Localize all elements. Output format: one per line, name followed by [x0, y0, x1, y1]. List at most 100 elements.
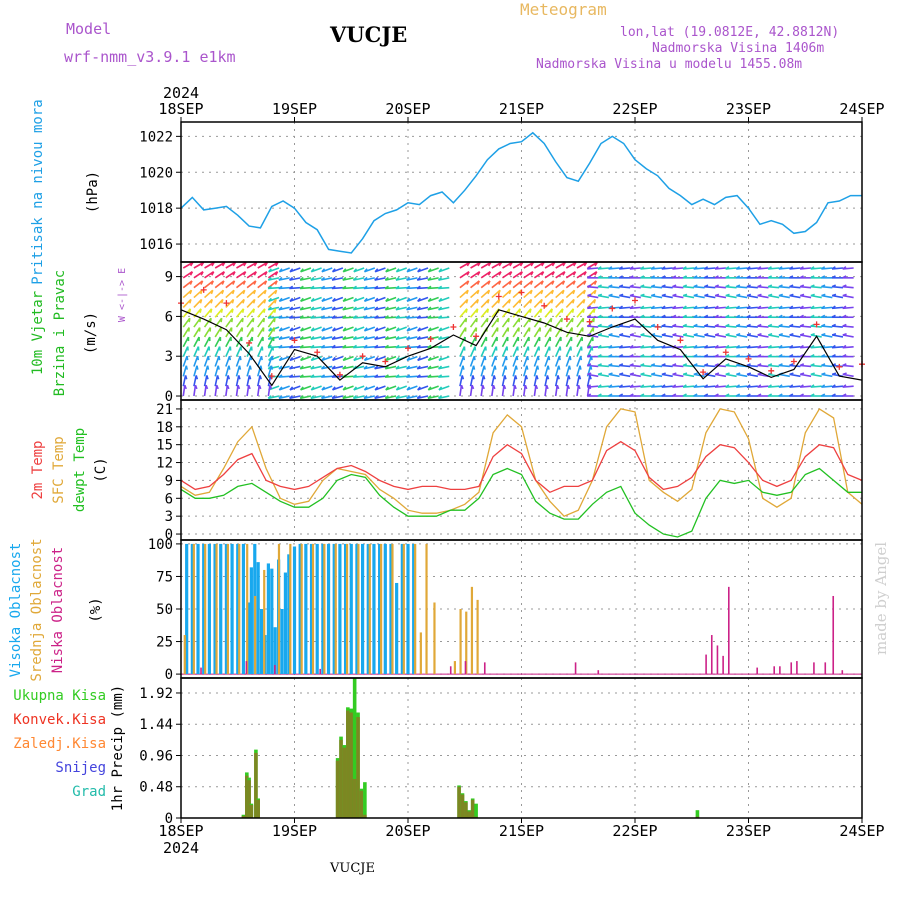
wind-arrow-head [509, 299, 510, 303]
cloud-bar [406, 544, 409, 674]
wind-arrow-head [530, 309, 531, 313]
wind-arrow-head [271, 366, 272, 370]
wind-arrow-head [207, 375, 208, 379]
precip-convective-bar [464, 802, 468, 818]
meteogram-label: Meteogram [520, 0, 607, 19]
cloud-bar [327, 544, 330, 674]
wind-arrow-head [594, 318, 595, 322]
precip-convective-bar [471, 800, 475, 818]
wind-gust-point [768, 368, 774, 374]
wind-arrow-head [464, 356, 465, 360]
wind-arrow-head [190, 309, 191, 313]
x-tick-label-top: 19SEP [272, 100, 317, 118]
wind-arrow-head [477, 299, 478, 303]
cloud-bar [323, 544, 325, 674]
wind-arrow-head [538, 356, 539, 360]
wind-arrow-head [485, 356, 486, 360]
cloud-bar [796, 661, 798, 674]
precip-convective-bar [343, 748, 347, 818]
year-label-top: 2024 [163, 84, 199, 102]
cloud-bar [391, 544, 393, 674]
x-tick-label-top: 20SEP [385, 100, 430, 118]
cloud-bar [278, 544, 280, 674]
wind-arrow-head [253, 309, 254, 313]
wind-arrow-head [541, 299, 542, 303]
wind-arrow-head [508, 318, 509, 322]
cloud-bar [274, 665, 276, 674]
cloud-low-legend: Niska Oblacnost [50, 547, 66, 673]
dewpoint-legend: dewpt Temp [72, 428, 88, 512]
cloud-bar [215, 544, 217, 674]
temp-unit-label: (C) [93, 457, 109, 482]
wind-axis-title: 10m Vjetar [30, 291, 46, 375]
x-tick-label-top: 18SEP [158, 100, 203, 118]
wind-arrow-head [275, 299, 276, 303]
wind-gust-point [450, 324, 456, 330]
precip-convective-bar [336, 761, 340, 818]
wind-arrow-head [552, 299, 553, 303]
precip-legend-item: Konvek.Kisa [13, 712, 106, 728]
wind-arrow-head [590, 375, 591, 379]
wind-arrow-head [581, 356, 582, 360]
cloud-bar [705, 655, 707, 675]
cloud-bar [454, 661, 456, 674]
cloud-bar [813, 662, 815, 674]
wind-arrow-head [467, 299, 468, 303]
y-tick-label: 1.92 [139, 686, 173, 702]
cloud-bar [338, 544, 341, 674]
x-tick-label-bottom: 19SEP [272, 822, 317, 840]
wind-arrow-head [547, 375, 548, 379]
wind-arrow-head [579, 375, 580, 379]
cloud-bar [335, 544, 337, 674]
precip-convective-bar [457, 787, 461, 818]
cloud-bar [465, 661, 467, 674]
cloud-bar [301, 544, 303, 674]
x-tick-label-bottom: 24SEP [839, 822, 884, 840]
y-tick-label: 100 [148, 537, 173, 553]
wind-arrow-head [262, 356, 263, 360]
cloud-bar [350, 544, 353, 674]
y-tick-label: 1022 [139, 129, 173, 145]
wind-gust-point [632, 297, 638, 303]
wind-arrow-head [240, 366, 241, 370]
cloud-mid-legend: Srednja Oblacnost [29, 538, 45, 681]
y-tick-label: 9 [165, 270, 173, 286]
wind-arrow-head [466, 318, 467, 322]
wind-arrow-head [483, 375, 484, 379]
y-tick-label: 9 [165, 473, 173, 489]
cloud-unit-label: (%) [88, 597, 104, 622]
cloud-bar [204, 544, 206, 674]
cloud-bar [832, 596, 834, 674]
cloud-bar [384, 544, 387, 674]
cloud-bar [304, 544, 307, 674]
wind-arrow-head [528, 356, 529, 360]
cloud-bar [369, 544, 371, 674]
wind-arrow-head [462, 375, 463, 379]
wind-arrow-head [217, 375, 218, 379]
y-tick-label: 6 [165, 491, 173, 507]
temp-2m-legend: 2m Temp [30, 440, 46, 499]
wind-arrow-head [186, 375, 187, 379]
wind-arrow-head [477, 309, 478, 313]
precip-convective-bar [467, 811, 471, 818]
wind-gust-point [677, 337, 683, 343]
chart-title: VUCJE [330, 22, 407, 47]
wind-arrow-head [487, 318, 488, 322]
wind-gust-point [723, 349, 729, 355]
wind-arrow-head [189, 318, 190, 322]
precip-convective-bar [250, 805, 254, 818]
wind-arrow-head [570, 356, 571, 360]
y-tick-label: 18 [156, 420, 173, 436]
wind-arrow-head [506, 366, 507, 370]
wind-arrow-head [526, 375, 527, 379]
y-tick-label: 1016 [139, 237, 173, 253]
wind-arrow-head [229, 366, 230, 370]
wind-arrow-head [243, 309, 244, 313]
cloud-bar [722, 656, 724, 674]
cloud-bar [779, 666, 781, 674]
y-tick-label: 1018 [139, 201, 173, 217]
wind-arrow-head [473, 375, 474, 379]
cloud-bar [284, 573, 287, 675]
cloud-bar [484, 662, 486, 674]
y-tick-label: 75 [156, 569, 173, 585]
